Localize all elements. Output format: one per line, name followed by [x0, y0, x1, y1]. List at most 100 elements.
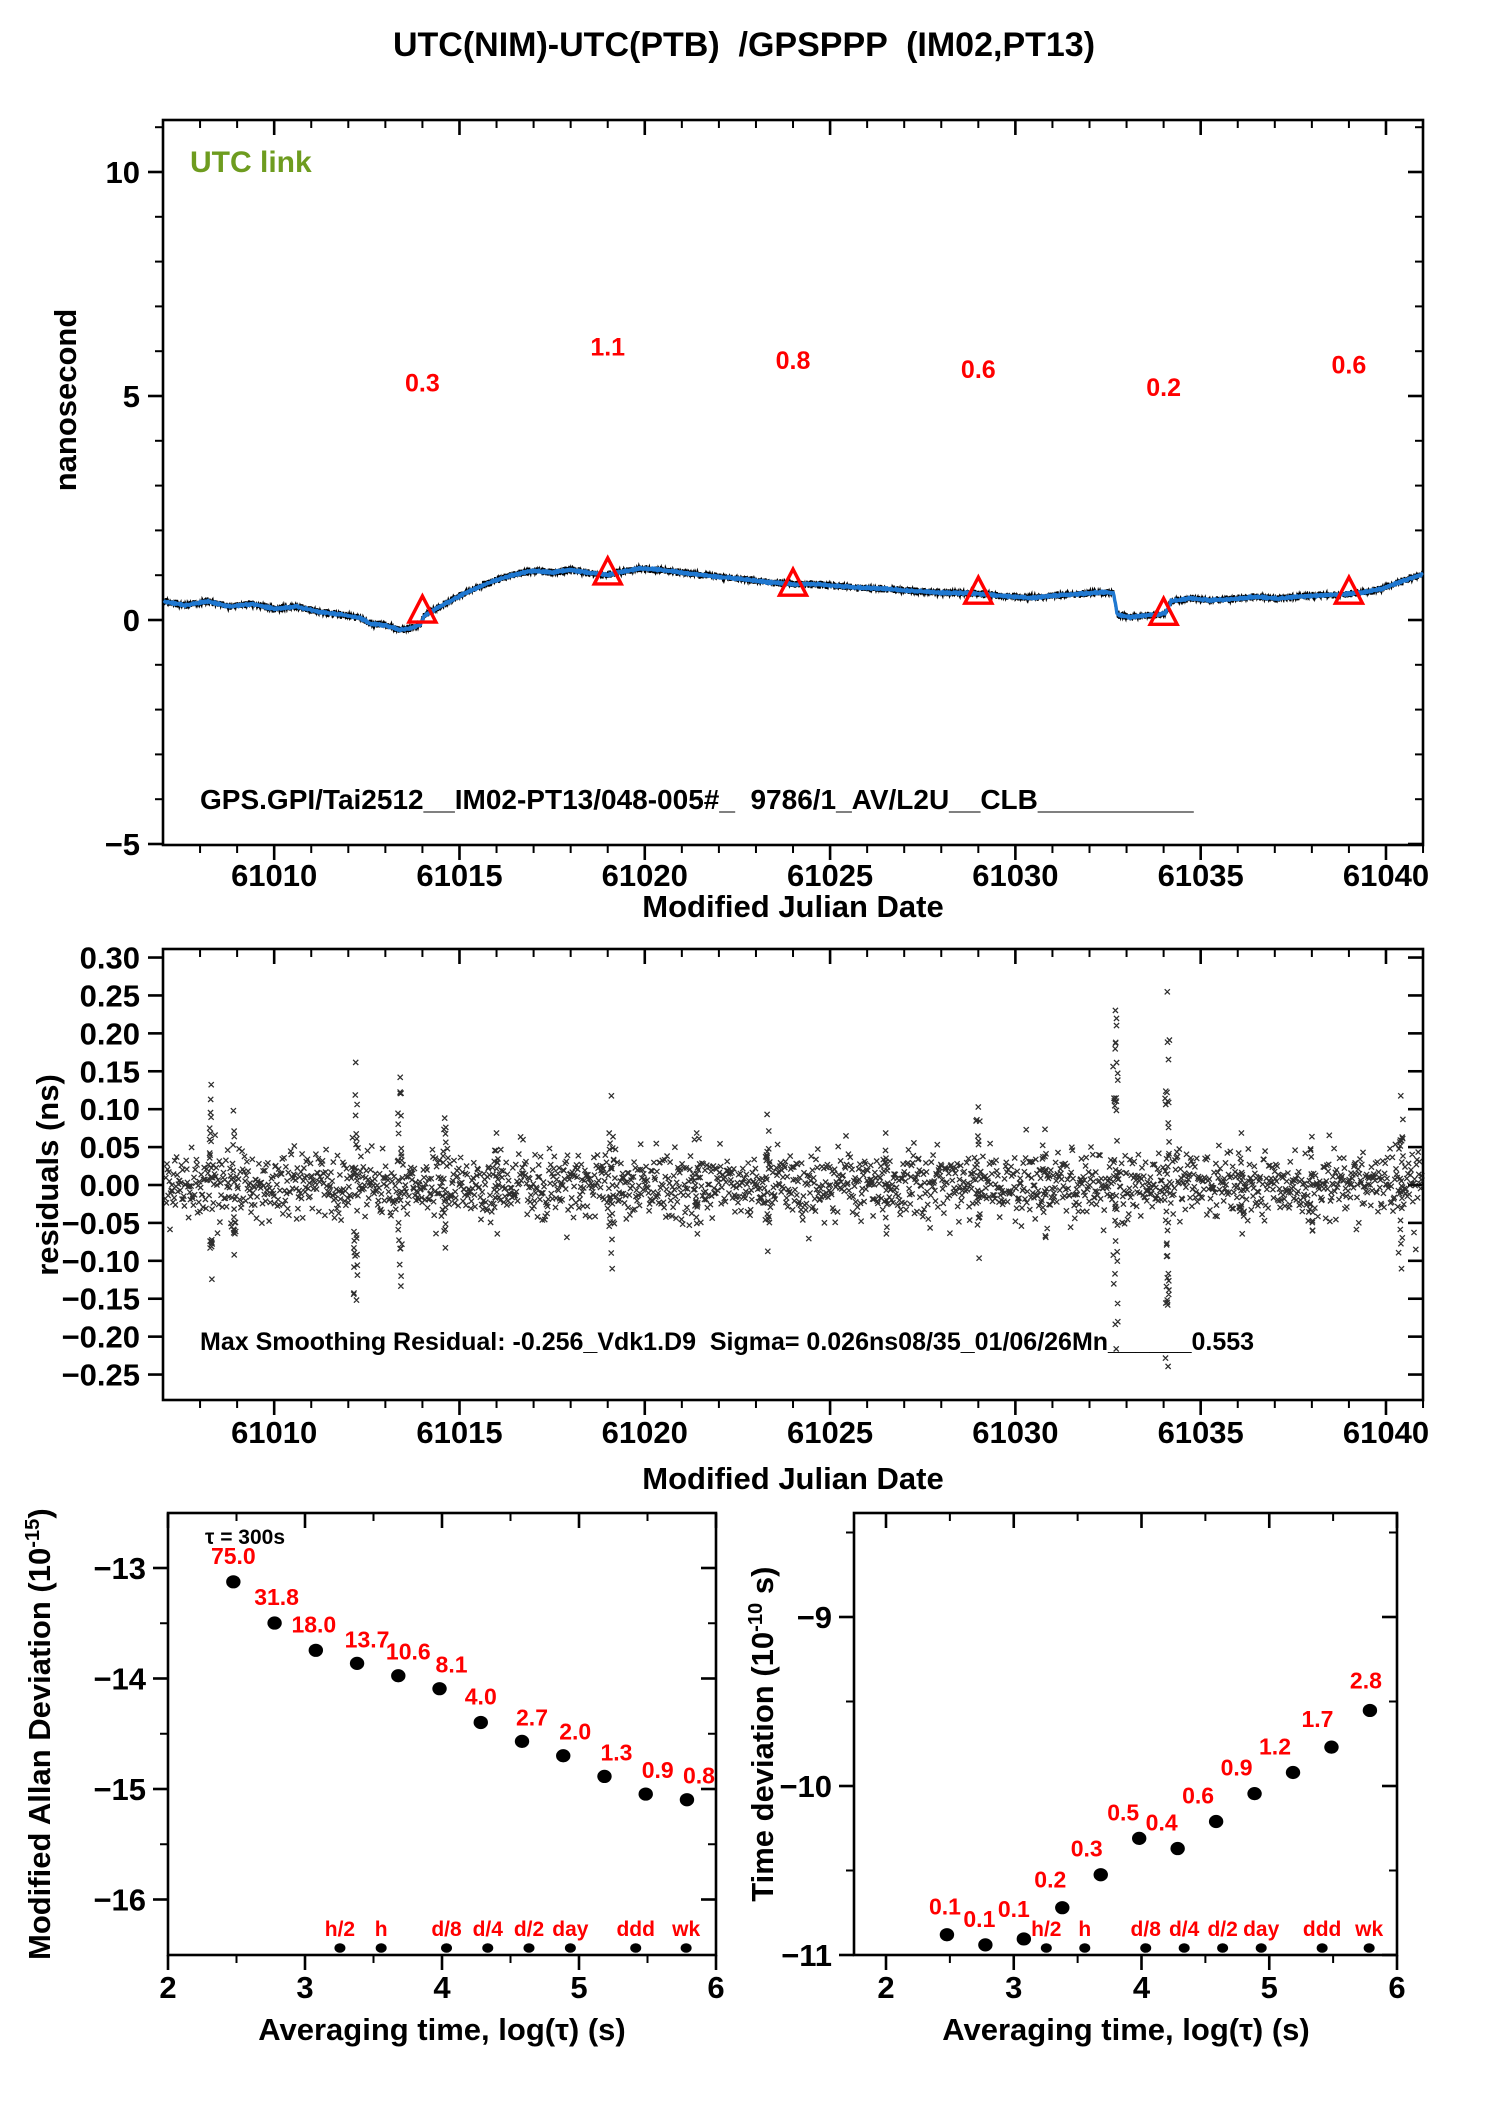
gps-link-annotation: GPS.GPI/Tai2512__IM02-PT13/048-005#_ 978… [200, 784, 1194, 815]
tdev-panel-points: 0.1 0.1 0.10.20.30.5 0.40.60.91.21.72.8 [929, 1667, 1382, 1952]
svg-text:61035: 61035 [1158, 1415, 1244, 1450]
top-panel-frame [161, 118, 1425, 847]
svg-text:4.0: 4.0 [465, 1683, 497, 1709]
svg-text:−14: −14 [93, 1662, 146, 1697]
tdev-panel-tick-labels: 2 3 4 5 6 −9 −10 −11 [779, 1600, 1405, 2005]
svg-text:2: 2 [877, 1970, 894, 2005]
svg-text:8.1: 8.1 [436, 1652, 468, 1678]
svg-text:61010: 61010 [231, 1415, 317, 1450]
svg-text:0.30: 0.30 [80, 941, 140, 976]
svg-text:4: 4 [1133, 1970, 1151, 2005]
svg-text:0.20: 0.20 [80, 1016, 140, 1051]
svg-text:0.1: 0.1 [998, 1896, 1030, 1922]
svg-text:d/2: d/2 [514, 1918, 544, 1941]
svg-text:ddd: ddd [616, 1918, 654, 1941]
mdev-y-axis-title: Modified Allan Deviation (10-15) [21, 1508, 58, 1961]
svg-text:d/4: d/4 [1169, 1918, 1200, 1941]
svg-text:61015: 61015 [416, 858, 502, 893]
svg-text:6: 6 [707, 1970, 724, 2005]
svg-text:5: 5 [570, 1970, 587, 2005]
page-title: UTC(NIM)-UTC(PTB) /GPSPPP (IM02,PT13) [392, 26, 1096, 64]
svg-text:−0.10: −0.10 [62, 1244, 140, 1279]
svg-text:0.6: 0.6 [961, 356, 996, 384]
svg-text:61010: 61010 [231, 858, 317, 893]
svg-text:0.2: 0.2 [1146, 374, 1181, 402]
tdev-panel-ticks [839, 1513, 1399, 1970]
svg-text:0.00: 0.00 [80, 1168, 140, 1203]
tdev-y-axis-title: Time deviation (10-10 s) [744, 1566, 781, 1902]
svg-text:61025: 61025 [787, 1415, 873, 1450]
svg-text:3: 3 [1005, 1970, 1022, 2005]
svg-text:0.10: 0.10 [80, 1092, 140, 1127]
svg-text:h/2: h/2 [1031, 1918, 1061, 1941]
svg-text:day: day [1243, 1918, 1280, 1941]
svg-text:4: 4 [433, 1970, 451, 2005]
svg-text:3: 3 [296, 1970, 313, 2005]
tdev-panel-time-markers: h/2 h d/8 d/4 d/2 day ddd wk [1031, 1918, 1383, 1953]
svg-text:61040: 61040 [1343, 1415, 1429, 1450]
svg-text:0.1: 0.1 [963, 1906, 995, 1932]
top-panel-data-line [162, 565, 1424, 633]
svg-text:0.3: 0.3 [1071, 1836, 1103, 1862]
svg-text:2.8: 2.8 [1350, 1667, 1382, 1693]
top-y-axis-title: nanosecond [48, 308, 83, 492]
mdev-panel-frame [166, 1511, 718, 1957]
svg-text:0.3: 0.3 [405, 370, 440, 398]
svg-text:0.1: 0.1 [929, 1894, 961, 1920]
svg-text:d/8: d/8 [431, 1918, 462, 1941]
svg-text:0.6: 0.6 [1182, 1782, 1214, 1808]
top-panel-ticks [148, 120, 1425, 860]
svg-text:1.1: 1.1 [590, 334, 625, 362]
svg-text:31.8: 31.8 [254, 1584, 299, 1610]
svg-text:−5: −5 [105, 827, 140, 862]
mdev-panel-points: 75.0 31.818.0 13.710.6 8.1 4.0 2.7 2.0 1.3 0.9 0.… [211, 1543, 715, 1807]
svg-text:0.6: 0.6 [1332, 352, 1367, 380]
svg-text:h: h [1078, 1918, 1091, 1941]
mdev-panel-ticks [153, 1513, 718, 1970]
svg-text:ddd: ddd [1303, 1918, 1341, 1941]
svg-text:−0.25: −0.25 [62, 1358, 140, 1393]
top-panel-calibration-jumps: 0.3 1.1 0.8 0.6 0.2 0.6 [405, 334, 1367, 626]
svg-text:−0.20: −0.20 [62, 1320, 140, 1355]
svg-text:1.3: 1.3 [600, 1739, 632, 1765]
residual-panel-ticks [148, 949, 1425, 1415]
svg-text:61035: 61035 [1158, 858, 1244, 893]
residual-scatter [162, 988, 1425, 1370]
svg-text:0.8: 0.8 [683, 1763, 715, 1789]
tau-note: τ = 300s [205, 1526, 286, 1549]
svg-text:0.5: 0.5 [1107, 1799, 1139, 1825]
svg-text:13.7: 13.7 [345, 1626, 390, 1652]
svg-text:1.7: 1.7 [1301, 1706, 1333, 1732]
svg-text:0.15: 0.15 [80, 1054, 140, 1089]
svg-text:2.7: 2.7 [516, 1704, 548, 1730]
svg-text:0.4: 0.4 [1146, 1810, 1178, 1836]
svg-text:61030: 61030 [972, 1415, 1058, 1450]
svg-text:0.05: 0.05 [80, 1130, 140, 1165]
svg-text:0.2: 0.2 [1034, 1867, 1066, 1893]
svg-text:61030: 61030 [972, 858, 1058, 893]
svg-text:−9: −9 [797, 1600, 832, 1635]
svg-text:wk: wk [671, 1918, 700, 1941]
svg-text:5: 5 [123, 379, 140, 414]
svg-text:−15: −15 [93, 1772, 146, 1807]
utc-link-label: UTC link [190, 146, 312, 179]
svg-text:6: 6 [1388, 1970, 1405, 2005]
svg-text:−0.15: −0.15 [62, 1282, 140, 1317]
mdev-panel-tick-labels: 2 3 4 5 6 −13 −14 −15 −16 [93, 1551, 724, 2005]
svg-text:day: day [552, 1918, 589, 1941]
tdev-x-axis-title: Averaging time, log(τ) (s) [942, 2012, 1310, 2047]
svg-text:61020: 61020 [602, 858, 688, 893]
svg-text:−13: −13 [93, 1551, 146, 1586]
svg-text:61020: 61020 [602, 1415, 688, 1450]
mdev-x-axis-title: Averaging time, log(τ) (s) [258, 2012, 626, 2047]
svg-text:h/2: h/2 [325, 1918, 355, 1941]
tdev-panel-frame [852, 1511, 1399, 1957]
svg-text:0.9: 0.9 [1221, 1755, 1253, 1781]
svg-text:5: 5 [1261, 1970, 1278, 2005]
top-x-axis-title: Modified Julian Date [642, 889, 944, 924]
svg-text:d/2: d/2 [1207, 1918, 1237, 1941]
svg-text:h: h [375, 1918, 388, 1941]
svg-text:75.0: 75.0 [211, 1543, 256, 1569]
svg-text:61025: 61025 [787, 858, 873, 893]
